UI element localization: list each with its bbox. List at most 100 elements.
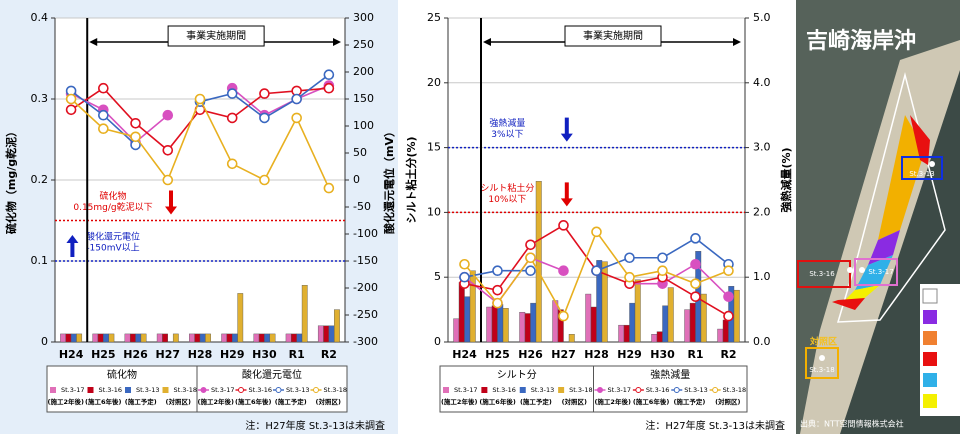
bar bbox=[328, 325, 335, 343]
bar bbox=[464, 296, 471, 343]
legend-swatch bbox=[125, 387, 131, 393]
x-tick-label: R2 bbox=[720, 348, 736, 361]
bar bbox=[70, 333, 77, 343]
legend-swatch bbox=[923, 310, 937, 324]
point bbox=[98, 82, 109, 94]
point bbox=[98, 109, 109, 121]
point bbox=[690, 258, 701, 270]
point bbox=[162, 109, 174, 121]
y2-tick-label: 0.0 bbox=[753, 335, 771, 348]
bar bbox=[264, 333, 271, 343]
point bbox=[162, 174, 174, 186]
bar bbox=[530, 302, 537, 343]
x-tick-label: H29 bbox=[220, 348, 245, 361]
point bbox=[492, 297, 503, 309]
point bbox=[723, 265, 734, 277]
y2-tick-label: -250 bbox=[353, 308, 378, 321]
legend-label: St.3-17 bbox=[454, 386, 478, 394]
point bbox=[723, 310, 734, 322]
legend-label: St.3-17 bbox=[608, 386, 632, 394]
map-credit: 出典：NTT空間情報株式会社 bbox=[800, 419, 904, 429]
legend-note: (施工予定) bbox=[275, 397, 307, 406]
bar bbox=[552, 300, 559, 343]
bar bbox=[232, 333, 238, 343]
point bbox=[690, 278, 701, 289]
bar bbox=[205, 333, 211, 343]
area-outline bbox=[836, 72, 946, 323]
legend-note: (施工予定) bbox=[520, 397, 552, 406]
x-tick-label: H26 bbox=[518, 348, 543, 361]
legend-swatch bbox=[238, 387, 244, 393]
point bbox=[558, 220, 569, 231]
bar bbox=[65, 333, 72, 343]
legend-label: St.3-17 bbox=[61, 386, 85, 394]
bar bbox=[296, 333, 303, 343]
bar bbox=[623, 324, 630, 343]
point bbox=[558, 310, 569, 322]
point bbox=[657, 252, 668, 264]
x-tick-label: H30 bbox=[252, 348, 277, 361]
legend-label: St.3-13 bbox=[136, 386, 160, 394]
y-tick-label: 0 bbox=[434, 335, 441, 348]
point bbox=[226, 158, 238, 170]
point bbox=[162, 145, 174, 156]
legend-note: (施工2年後) bbox=[48, 397, 84, 406]
legend-label: St.3-18 bbox=[174, 386, 198, 394]
x-tick-label: H28 bbox=[188, 348, 213, 361]
bar bbox=[618, 324, 625, 343]
point bbox=[624, 252, 635, 264]
bar bbox=[662, 305, 669, 343]
legend-label: St.3-13 bbox=[286, 386, 310, 394]
point bbox=[624, 271, 635, 283]
legend-swatch bbox=[923, 352, 937, 366]
legend-note: (施工6年後) bbox=[633, 397, 669, 406]
bar bbox=[253, 333, 260, 343]
x-tick-label: H25 bbox=[485, 348, 510, 361]
y2-axis-title: 酸化還元電位（mV） bbox=[382, 126, 396, 234]
y-tick-label: 10 bbox=[427, 205, 441, 218]
legend-note: (対照区) bbox=[562, 397, 587, 406]
reference-arrow-head bbox=[66, 235, 79, 243]
reference-arrow-head bbox=[560, 133, 573, 142]
y-tick-label: 0.4 bbox=[31, 11, 49, 24]
point bbox=[525, 239, 536, 251]
y-tick-label: 0.1 bbox=[31, 254, 49, 267]
point bbox=[492, 265, 503, 277]
legend-swatch bbox=[313, 387, 319, 393]
point bbox=[591, 226, 602, 238]
y2-tick-label: 3.0 bbox=[753, 141, 771, 154]
bar bbox=[497, 304, 504, 343]
point bbox=[657, 265, 668, 277]
bar bbox=[194, 333, 201, 343]
line bbox=[70, 84, 330, 144]
x-tick-label: H27 bbox=[156, 348, 181, 361]
legend-group: シルト分 bbox=[497, 369, 537, 381]
map-panel: 吉崎海岸沖 St.3-13 St.3-16 St.3-17 対照区 St.3-1… bbox=[796, 0, 960, 434]
bar bbox=[717, 328, 724, 343]
point bbox=[690, 291, 701, 302]
bar bbox=[269, 333, 276, 343]
y-axis-title: シルト粘土分(%) bbox=[404, 136, 418, 223]
bar bbox=[469, 270, 476, 343]
point bbox=[291, 93, 302, 105]
bar bbox=[285, 333, 292, 343]
legend-swatch bbox=[597, 387, 603, 393]
legend-label: St.3-18 bbox=[324, 386, 348, 394]
bar bbox=[237, 293, 244, 343]
station-label: St.3-16 bbox=[809, 270, 835, 278]
bar bbox=[317, 325, 324, 343]
legend-swatch bbox=[923, 394, 937, 408]
bar bbox=[172, 333, 179, 343]
reference-label: シルト粘土分 bbox=[480, 182, 534, 194]
y2-tick-label: 5.0 bbox=[753, 11, 771, 24]
note: 注：H27年度 St.3-13は未調査 bbox=[245, 419, 385, 432]
y2-tick-label: 50 bbox=[353, 146, 367, 159]
point bbox=[65, 93, 77, 105]
legend-label: St.3-16 bbox=[492, 386, 516, 394]
period-box bbox=[564, 25, 662, 47]
y2-tick-label: 2.0 bbox=[753, 205, 771, 218]
y2-tick-label: -50 bbox=[353, 200, 371, 213]
point bbox=[459, 271, 470, 283]
bar bbox=[458, 282, 465, 343]
